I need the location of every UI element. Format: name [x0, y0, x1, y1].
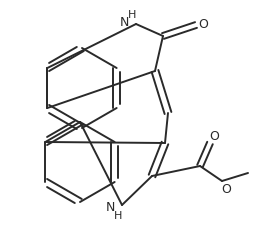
Text: N: N	[119, 16, 129, 29]
Text: H: H	[128, 10, 136, 20]
Text: O: O	[221, 183, 231, 196]
Text: H: H	[114, 210, 122, 220]
Text: N: N	[105, 201, 115, 214]
Text: O: O	[209, 129, 219, 142]
Text: O: O	[198, 17, 208, 30]
